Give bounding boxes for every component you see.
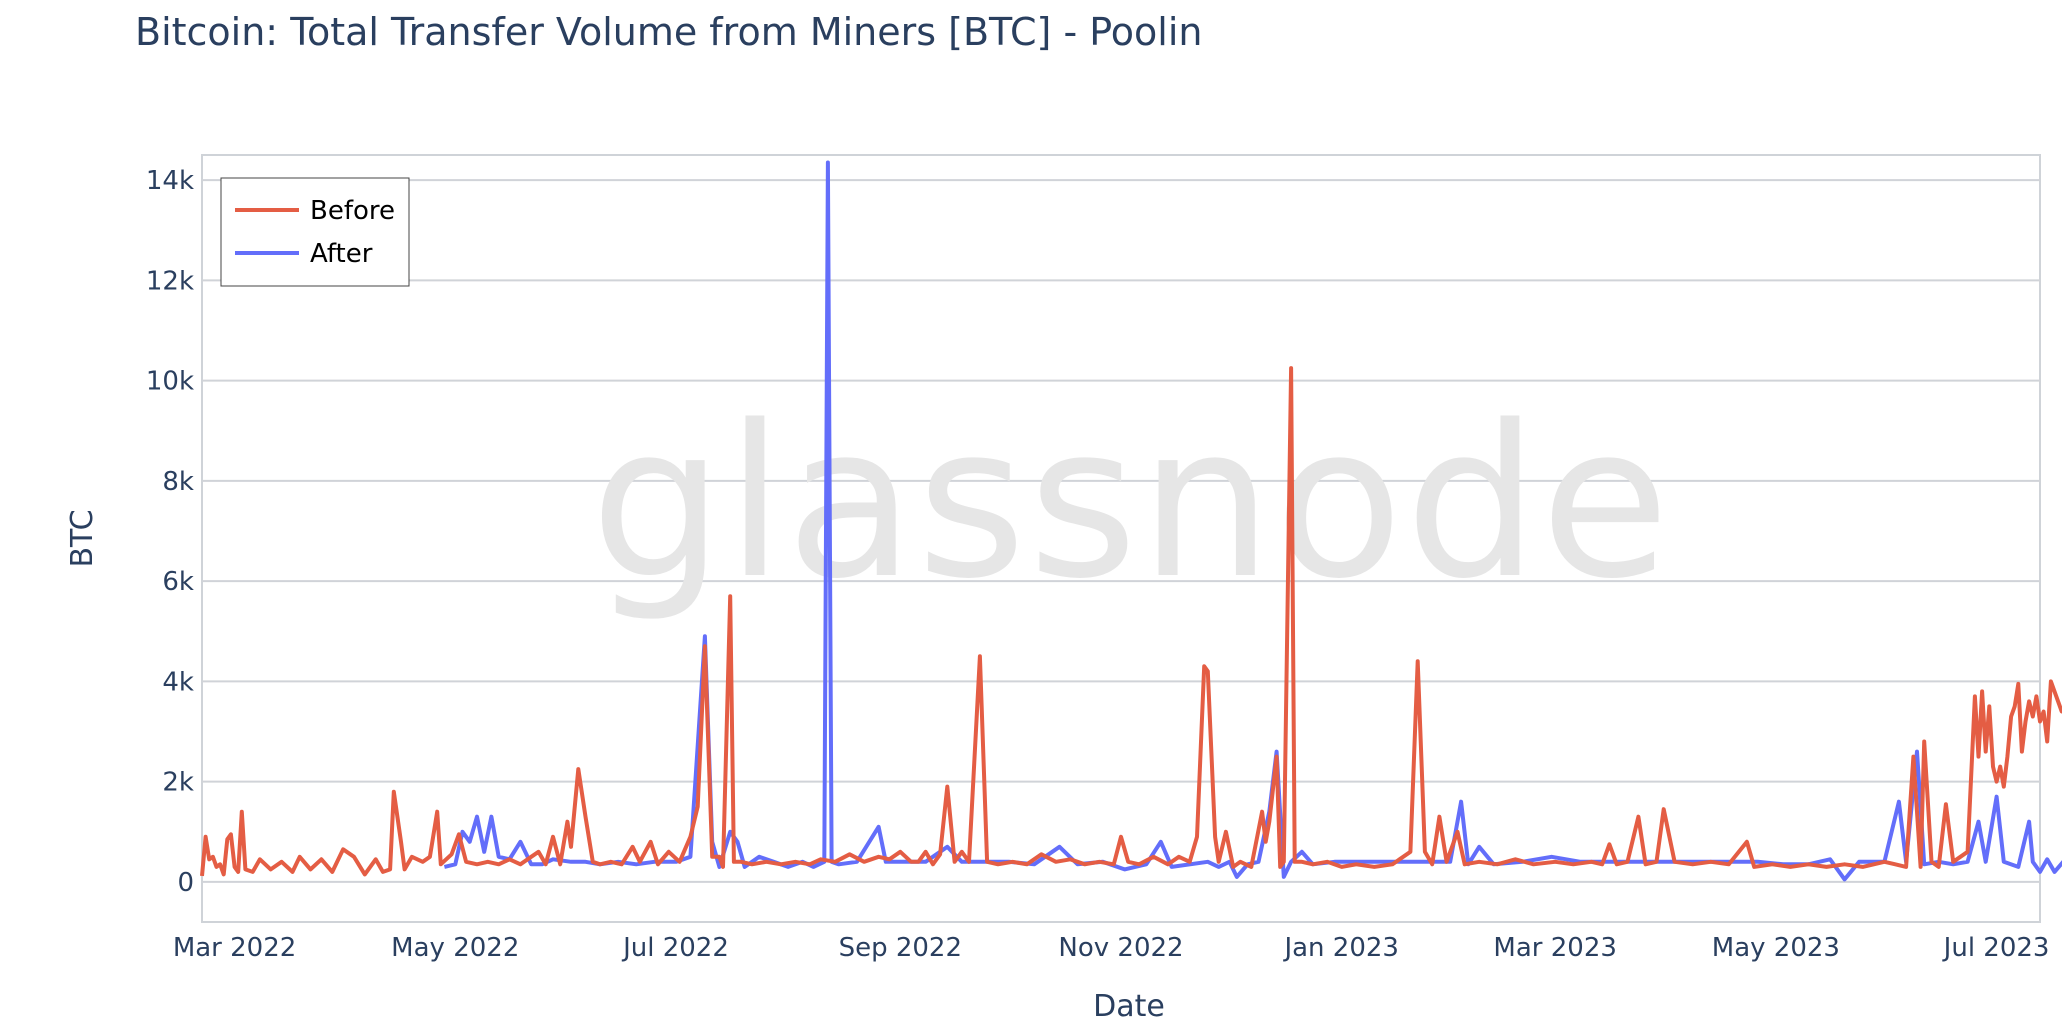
- y-tick-label: 10k: [146, 367, 194, 397]
- y-tick-label: 2k: [162, 768, 194, 798]
- x-tick-label: Sep 2022: [839, 933, 962, 963]
- legend: Before After: [220, 177, 410, 287]
- legend-label-before: Before: [310, 196, 395, 226]
- y-tick-label: 8k: [162, 467, 194, 497]
- y-tick-labels: 0 2k 4k 6k 8k 10k 12k 14k: [146, 166, 194, 898]
- x-tick-label: May 2022: [391, 933, 519, 963]
- watermark: glassnode: [590, 380, 1671, 625]
- series-line-after: [443, 160, 2062, 882]
- y-tick-label: 4k: [162, 667, 194, 697]
- gridlines: [202, 179, 2040, 883]
- legend-label-after: After: [310, 239, 373, 269]
- x-tick-label: Jan 2023: [1282, 933, 1399, 963]
- y-tick-label: 0: [177, 868, 194, 898]
- legend-box: [220, 177, 410, 287]
- series-line-before: [200, 366, 2062, 877]
- x-tick-label: Mar 2023: [1493, 933, 1617, 963]
- series-lines: [200, 160, 2062, 882]
- chart-title: Bitcoin: Total Transfer Volume from Mine…: [135, 10, 1203, 54]
- plot-area-border: [201, 154, 2041, 923]
- y-axis-title: BTC: [65, 509, 100, 567]
- x-axis-title: Date: [1093, 989, 1165, 1024]
- x-tick-label: Jul 2022: [621, 933, 729, 963]
- x-tick-label: Nov 2022: [1058, 933, 1183, 963]
- x-tick-label: May 2023: [1712, 933, 1840, 963]
- x-tick-label: Jul 2023: [1942, 933, 2050, 963]
- y-tick-label: 14k: [146, 166, 194, 196]
- y-tick-label: 6k: [162, 567, 194, 597]
- x-tick-label: Mar 2022: [173, 933, 297, 963]
- y-tick-label: 12k: [146, 266, 194, 296]
- x-tick-labels: Mar 2022 May 2022 Jul 2022 Sep 2022 Nov 2022…: [173, 933, 2050, 963]
